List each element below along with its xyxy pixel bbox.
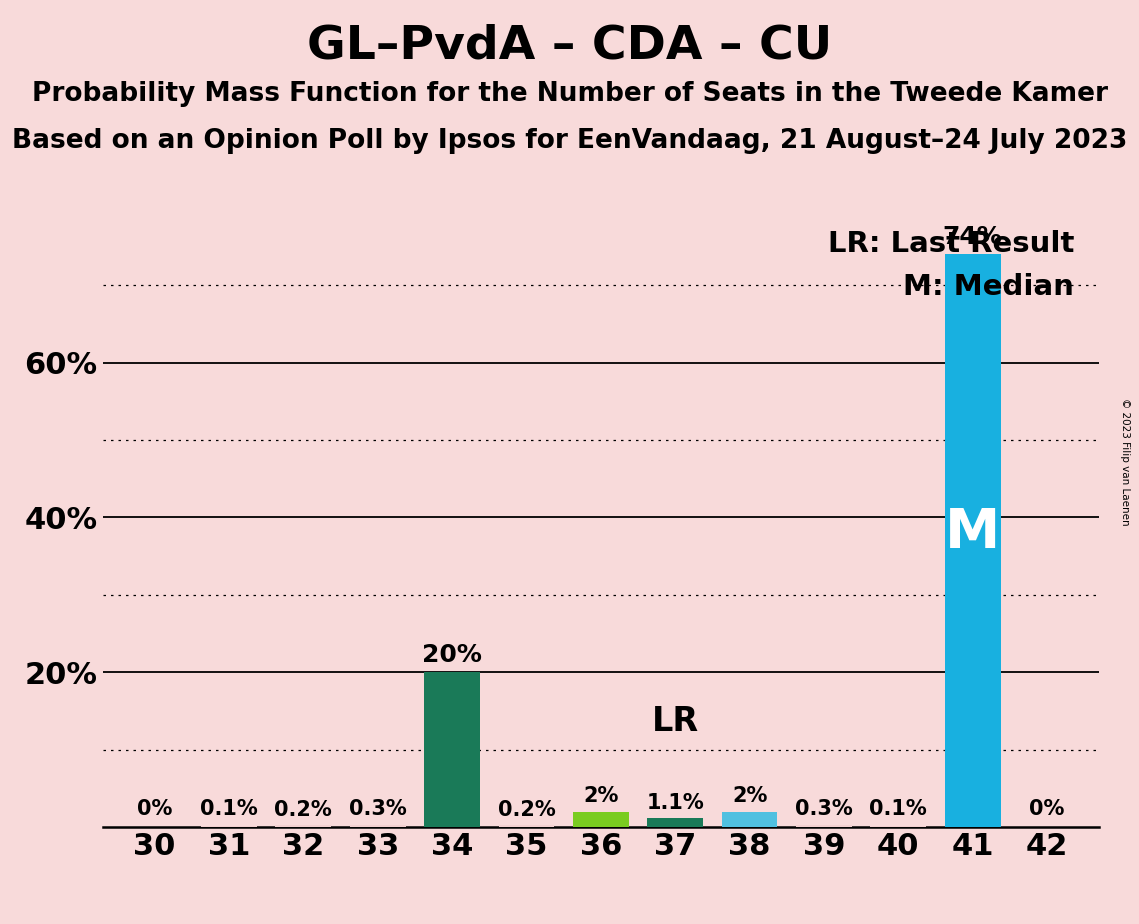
Text: 20%: 20% bbox=[423, 643, 482, 667]
Text: 2%: 2% bbox=[732, 786, 768, 806]
Bar bbox=[722, 811, 778, 827]
Text: 0.3%: 0.3% bbox=[349, 799, 407, 820]
Text: 0.1%: 0.1% bbox=[200, 799, 257, 820]
Text: M: M bbox=[945, 506, 1000, 560]
Text: 0.1%: 0.1% bbox=[869, 799, 927, 820]
Text: LR: Last Result: LR: Last Result bbox=[828, 229, 1074, 258]
Text: 0.2%: 0.2% bbox=[274, 800, 333, 820]
Text: 1.1%: 1.1% bbox=[646, 793, 704, 813]
Text: © 2023 Filip van Laenen: © 2023 Filip van Laenen bbox=[1120, 398, 1130, 526]
Text: Probability Mass Function for the Number of Seats in the Tweede Kamer: Probability Mass Function for the Number… bbox=[32, 81, 1107, 107]
Bar bbox=[796, 824, 852, 827]
Bar bbox=[499, 825, 555, 827]
Text: GL–PvdA – CDA – CU: GL–PvdA – CDA – CU bbox=[306, 23, 833, 68]
Bar bbox=[350, 824, 405, 827]
Text: LR: LR bbox=[652, 705, 698, 738]
Bar bbox=[573, 811, 629, 827]
Bar bbox=[424, 673, 480, 827]
Text: 0.3%: 0.3% bbox=[795, 799, 853, 820]
Bar bbox=[945, 254, 1000, 827]
Text: 0%: 0% bbox=[1030, 799, 1065, 820]
Bar bbox=[276, 825, 331, 827]
Text: 2%: 2% bbox=[583, 786, 618, 806]
Bar bbox=[647, 819, 703, 827]
Text: 0%: 0% bbox=[137, 799, 172, 820]
Text: 0.2%: 0.2% bbox=[498, 800, 556, 820]
Text: M: Median: M: Median bbox=[903, 273, 1074, 301]
Text: Based on an Opinion Poll by Ipsos for EenVandaag, 21 August–24 July 2023: Based on an Opinion Poll by Ipsos for Ee… bbox=[11, 128, 1128, 153]
Text: 74%: 74% bbox=[943, 225, 1002, 249]
